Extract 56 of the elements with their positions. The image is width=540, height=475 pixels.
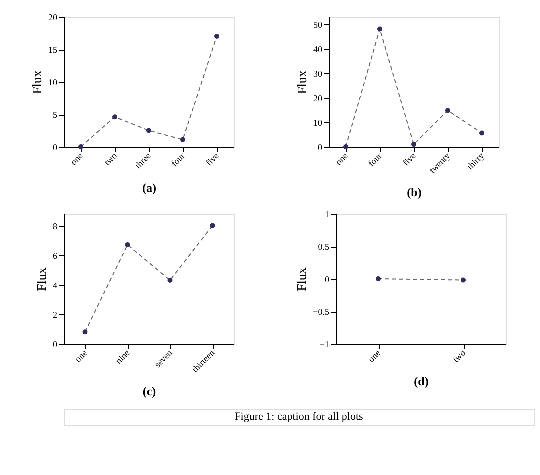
y-tick-label: 15 [48, 45, 58, 55]
y-tick-label: 20 [48, 12, 58, 22]
point [412, 142, 416, 148]
x-tick-label: five [204, 150, 222, 168]
x-axis-title: (d) [414, 374, 429, 389]
point [214, 34, 220, 39]
y-tick-label: 1 [325, 210, 330, 220]
y-axis-title: Flux [30, 70, 44, 94]
y-tick-label: 20 [314, 93, 323, 104]
y-tick-label: 0 [53, 340, 58, 350]
point [146, 128, 152, 134]
y-tick-label: 30 [314, 68, 323, 79]
y-axis-title: Flux [294, 267, 310, 292]
point [180, 137, 186, 142]
y-tick-label: 0 [53, 142, 58, 152]
x-tick-label: one [366, 348, 383, 364]
point [78, 144, 84, 150]
x-tick-label: four [169, 150, 188, 169]
y-axis-title: Flux [294, 70, 310, 94]
x-tick-label: one [73, 348, 90, 364]
point [480, 130, 484, 136]
y-tick-label: 2 [53, 310, 58, 320]
y-tick-label: 5 [53, 110, 58, 120]
x-tick-label: four [366, 150, 384, 169]
x-axis-title: (b) [407, 185, 422, 200]
x-tick-label: nine [114, 348, 132, 366]
x-tick-label: two [102, 150, 120, 168]
y-tick-label: −0.5 [313, 307, 330, 317]
y-tick-label: 0 [325, 274, 330, 284]
x-tick-label: one [334, 150, 350, 168]
x-tick-label: one [68, 150, 86, 168]
x-axis-title: (a) [142, 180, 156, 195]
x-tick-label: five [401, 150, 418, 168]
point [112, 114, 118, 120]
y-tick-label: 8 [53, 221, 58, 232]
y-tick-label: 50 [314, 20, 323, 30]
y-tick-label: −1 [320, 340, 330, 350]
caption: Figure 1: caption for all plots [234, 411, 364, 423]
y-axis-title: Flux [34, 267, 49, 292]
point [168, 278, 173, 283]
x-tick-label: three [133, 150, 154, 171]
y-tick-label: 0 [318, 142, 323, 152]
y-tick-label: 0.5 [318, 242, 330, 252]
x-tick-label: two [450, 348, 468, 365]
x-axis-title: (c) [142, 384, 156, 398]
y-tick-label: 6 [53, 250, 58, 261]
point [344, 144, 348, 150]
point [210, 223, 216, 228]
y-tick-label: 10 [314, 118, 323, 128]
y-tick-label: 4 [53, 280, 58, 290]
point [125, 242, 130, 248]
y-tick-label: 40 [314, 44, 323, 54]
point [378, 26, 382, 32]
point [446, 108, 450, 114]
point [82, 330, 88, 335]
y-tick-label: 10 [48, 78, 58, 88]
